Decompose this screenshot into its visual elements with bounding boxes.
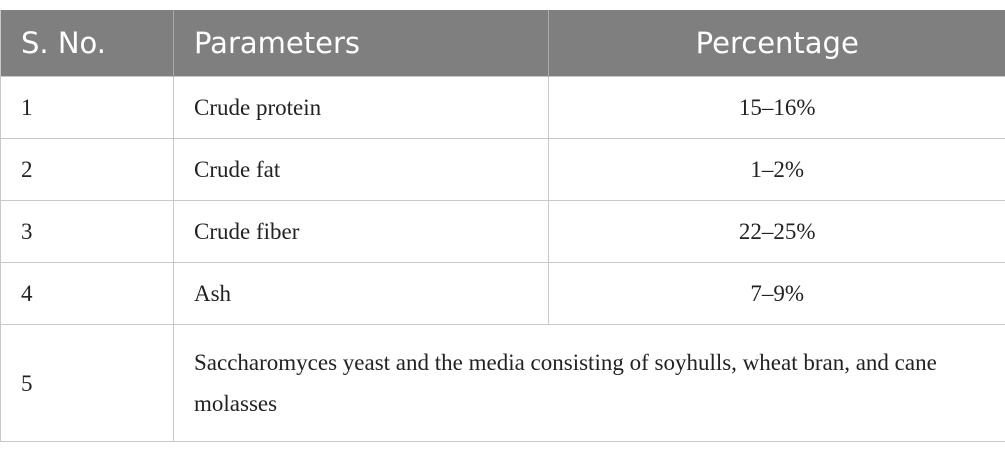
table-cell: 4 [0,262,174,325]
table-row: 4 Ash 7–9% [0,262,1005,325]
table-cell: Crude fiber [173,200,549,263]
table-cell: Ash [173,262,549,325]
table-row: 2 Crude fat 1–2% [0,138,1005,201]
table-cell: 1 [0,76,174,139]
table-cell: 5 [0,324,174,442]
table-cell: Crude fat [173,138,549,201]
table-cell: 7–9% [548,262,1005,325]
table-cell: 2 [0,138,174,201]
table-row: 5 Saccharomyces yeast and the media consi… [0,324,1005,442]
table-body: 1 Crude protein 15–16% 2 Crude fat 1–2% 3 Crude… [0,76,1005,442]
table-row: 1 Crude protein 15–16% [0,76,1005,139]
table-cell: 3 [0,200,174,263]
table-cell: Saccharomyces yeast and the media consis… [173,324,1005,442]
table-cell: Crude protein [173,76,549,139]
table-cell: 22–25% [548,200,1005,263]
header-cell: S. No. [0,10,174,77]
table-cell: 15–16% [548,76,1005,139]
header-cell: Parameters [173,10,549,77]
table-row: 3 Crude fiber 22–25% [0,200,1005,263]
data-table: S. No. Parameters Percentage 1 Crude prot… [0,10,1005,442]
header-row: S. No. Parameters Percentage [0,10,1005,77]
header-cell: Percentage [548,10,1005,77]
table-cell: 1–2% [548,138,1005,201]
